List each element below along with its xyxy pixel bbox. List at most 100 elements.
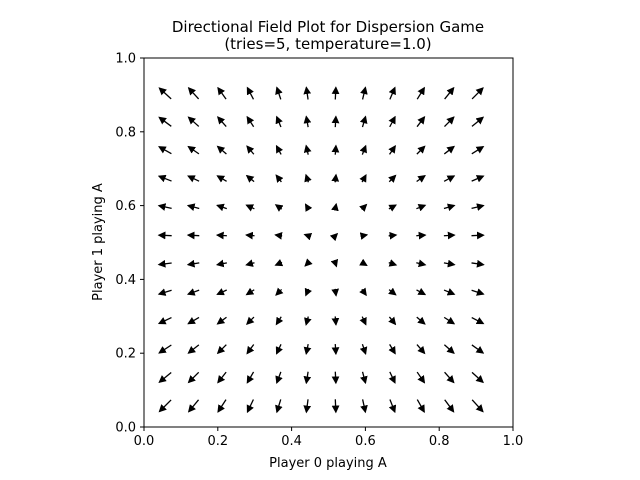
chart-title: Directional Field Plot for Dispersion Ga… [172,18,484,36]
vector-arrow [471,316,485,325]
vector-arrow [303,115,312,128]
vector-arrow [443,288,456,296]
vector-arrow [304,258,313,267]
vector-arrow [444,399,455,413]
vector-arrow [443,145,455,155]
vector-arrow [157,259,172,268]
vector-arrow [331,316,340,326]
vector-arrow [331,371,340,385]
vector-arrow [360,399,368,414]
vector-arrow [217,116,227,128]
vector-arrow [359,174,367,183]
vector-arrow [275,344,283,355]
vector-arrow [416,316,426,325]
vector-arrow [158,344,172,354]
vector-arrow [444,116,455,127]
y-axis-label: Player 1 playing A [91,183,106,301]
vector-arrow [416,116,426,128]
x-axis-label: Player 0 playing A [269,456,387,471]
vector-arrow [471,116,485,127]
y-tick-label: 1.0 [115,52,136,67]
vector-arrow [329,232,339,242]
vector-arrow [246,86,255,100]
y-tick-label: 0.4 [115,273,136,288]
vector-arrow [303,344,312,356]
vector-arrow [245,174,255,183]
vector-arrow [471,231,485,240]
vector-arrow [246,371,255,384]
vector-arrow [416,371,426,384]
vector-arrow [471,203,485,211]
vector-arrow [186,203,200,211]
vector-arrow [331,115,340,128]
vector-arrow [158,146,172,155]
vector-arrow [331,344,340,356]
vector-arrow [359,316,367,326]
vector-arrow [216,175,227,183]
vector-arrow [157,231,172,240]
chart-subtitle: (tries=5, temperature=1.0) [224,35,431,53]
vector-arrow [303,86,312,100]
vector-arrow [388,145,396,155]
vector-arrow [157,317,172,325]
vector-arrow [158,399,172,413]
vector-arrow [303,144,312,155]
vector-arrow [157,203,172,211]
x-axis: 0.0 0.2 0.4 0.6 0.8 1.0 [134,427,524,449]
vector-arrow [416,259,427,268]
vector-arrow [330,258,339,268]
vector-arrow [443,344,455,354]
vector-arrow [304,203,313,212]
vector-arrow [303,399,312,414]
vector-arrow [216,203,228,212]
vector-arrow [246,145,255,155]
vector-arrow [388,371,396,384]
vector-arrow [388,86,396,100]
vector-arrow [388,316,397,326]
vector-arrow [416,231,427,240]
vector-arrow [443,231,456,240]
vector-arrow [331,288,340,297]
y-tick-label: 0.8 [115,125,136,140]
vector-arrow [359,232,369,240]
vector-arrow [186,231,200,240]
vector-arrow [245,204,255,212]
vector-arrow [215,231,227,240]
vector-arrow [245,231,255,240]
vector-arrow [275,174,284,183]
vector-arrow [416,145,426,155]
vector-arrow [275,86,283,100]
vector-arrow [444,86,455,100]
vector-arrow [443,316,456,325]
x-tick-label: 0.0 [134,434,155,449]
y-axis: 0.0 0.2 0.4 0.6 0.8 1.0 [115,52,144,436]
vector-arrow [416,86,425,100]
vector-arrow [246,115,255,128]
vector-arrow [443,175,456,183]
x-tick-label: 1.0 [503,434,524,449]
vector-arrow [359,343,368,355]
x-tick-label: 0.2 [207,434,228,449]
vector-arrow [275,399,283,414]
arrow-field [157,86,485,414]
vector-arrow [157,174,172,183]
vector-arrow [331,144,340,155]
vector-arrow [274,231,283,240]
vector-arrow [359,287,367,297]
vector-arrow [274,259,284,267]
vector-arrow [331,173,340,183]
vector-arrow [359,144,367,155]
vector-arrow [471,371,484,384]
vector-arrow [331,86,340,100]
x-tick-label: 0.4 [281,434,302,449]
x-tick-label: 0.6 [355,434,376,449]
vector-arrow [416,399,425,413]
vector-arrow [303,232,313,241]
vector-arrow [360,371,368,385]
vector-arrow [388,115,396,128]
vector-arrow [216,316,227,325]
vector-arrow [187,316,200,325]
vector-arrow [443,203,456,212]
vector-arrow [388,231,398,240]
